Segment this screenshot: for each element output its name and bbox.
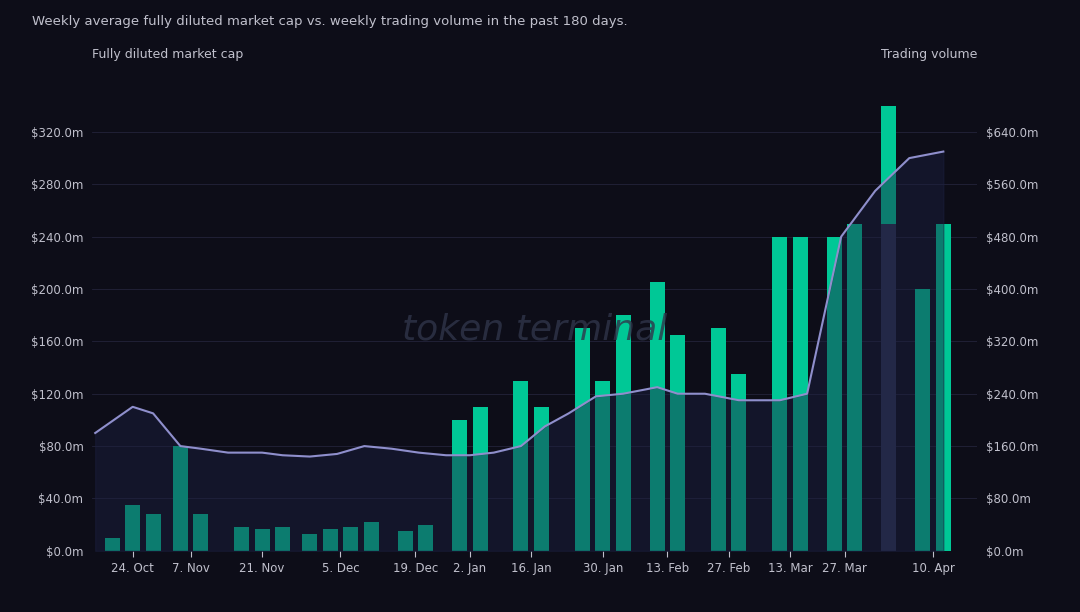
Bar xyxy=(711,328,726,551)
Text: Trading volume: Trading volume xyxy=(881,48,977,61)
Bar xyxy=(193,514,208,551)
Bar xyxy=(534,407,549,551)
Bar xyxy=(453,420,468,551)
Bar xyxy=(772,237,787,551)
Bar xyxy=(302,534,318,551)
Bar xyxy=(418,524,433,551)
Bar xyxy=(936,223,950,551)
Bar xyxy=(364,522,379,551)
Bar xyxy=(881,223,896,551)
Bar xyxy=(173,446,188,551)
Bar xyxy=(595,381,610,551)
Bar xyxy=(473,407,487,551)
Bar xyxy=(125,505,140,551)
Bar xyxy=(513,381,528,551)
Bar xyxy=(255,529,270,551)
Bar xyxy=(146,514,161,551)
Bar xyxy=(731,374,746,551)
Bar xyxy=(650,283,664,551)
Bar xyxy=(881,106,896,551)
Bar xyxy=(616,315,631,551)
Bar xyxy=(848,223,862,551)
Text: token terminal: token terminal xyxy=(402,312,667,346)
Bar xyxy=(234,528,249,551)
Bar xyxy=(105,538,120,551)
Bar xyxy=(343,528,359,551)
Bar xyxy=(575,328,590,551)
Bar xyxy=(323,529,338,551)
Bar xyxy=(793,237,808,551)
Bar xyxy=(397,531,413,551)
Bar xyxy=(671,335,685,551)
Bar xyxy=(827,237,841,551)
Text: Weekly average fully diluted market cap vs. weekly trading volume in the past 18: Weekly average fully diluted market cap … xyxy=(32,15,629,28)
Text: Fully diluted market cap: Fully diluted market cap xyxy=(92,48,243,61)
Bar xyxy=(916,289,930,551)
Bar xyxy=(275,528,291,551)
